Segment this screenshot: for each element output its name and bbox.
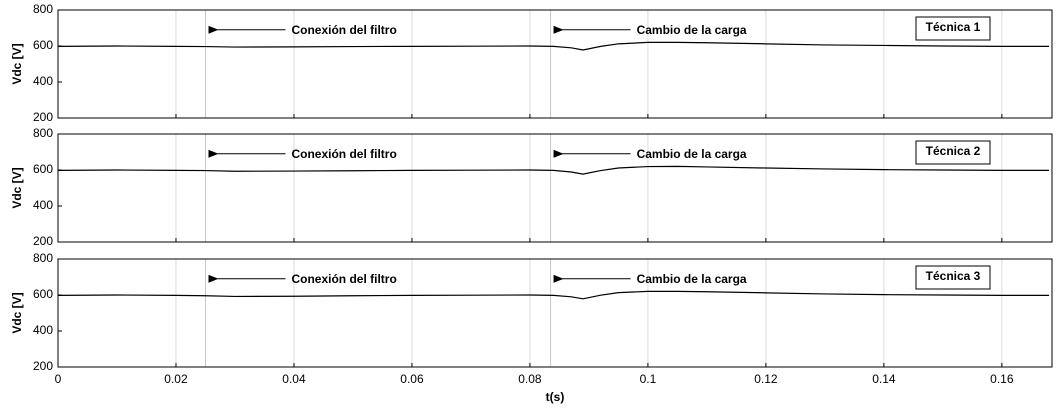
y-tick-label: 400 xyxy=(33,198,53,212)
annotation: Conexión del filtro xyxy=(291,272,396,286)
y-tick-label: 400 xyxy=(33,74,53,88)
panel-label-box xyxy=(915,140,991,165)
plot-frame xyxy=(57,258,1053,368)
annotation: Conexión del filtro xyxy=(291,23,396,37)
plot-area xyxy=(58,259,1052,367)
y-tick-label: 400 xyxy=(33,323,53,337)
x-tick-label: 0.02 xyxy=(164,372,188,386)
x-tick-label: 0.06 xyxy=(400,372,424,386)
plot-frame xyxy=(57,133,1053,243)
x-tick-label: 0.12 xyxy=(754,372,778,386)
y-tick-label: 600 xyxy=(33,162,53,176)
y-axis-label: Vdc [V] xyxy=(10,292,24,333)
panel-label-box xyxy=(915,265,991,290)
panel-label: Técnica 2 xyxy=(926,144,981,158)
panel-label-box xyxy=(915,16,991,41)
y-tick-label: 200 xyxy=(33,359,53,373)
y-axis-label: Vdc [V] xyxy=(10,43,24,84)
plot-area xyxy=(58,134,1052,242)
y-axis-label: Vdc [V] xyxy=(10,167,24,208)
y-tick-label: 200 xyxy=(33,234,53,248)
y-tick-label: 600 xyxy=(33,287,53,301)
x-axis-label: t(s) xyxy=(546,390,565,404)
annotation: Cambio de la carga xyxy=(637,147,747,161)
x-tick-label: 0.04 xyxy=(282,372,306,386)
x-tick-label: 0.08 xyxy=(518,372,542,386)
x-tick-label: 0.14 xyxy=(872,372,896,386)
y-tick-label: 800 xyxy=(33,251,53,265)
plot-frame xyxy=(57,9,1053,119)
panel-label: Técnica 3 xyxy=(926,269,981,283)
data-line xyxy=(57,41,1050,51)
data-line xyxy=(57,290,1050,300)
data-line xyxy=(57,165,1050,175)
y-tick-label: 200 xyxy=(33,110,53,124)
y-tick-label: 800 xyxy=(33,126,53,140)
plot-area xyxy=(58,10,1052,118)
y-tick-label: 800 xyxy=(33,2,53,16)
x-tick-label: 0.16 xyxy=(990,372,1014,386)
x-tick-label: 0 xyxy=(55,372,62,386)
x-tick-label: 0.1 xyxy=(640,372,657,386)
annotation: Cambio de la carga xyxy=(637,272,747,286)
annotation: Cambio de la carga xyxy=(637,23,747,37)
panel-label: Técnica 1 xyxy=(926,20,981,34)
y-tick-label: 600 xyxy=(33,38,53,52)
annotation: Conexión del filtro xyxy=(291,147,396,161)
